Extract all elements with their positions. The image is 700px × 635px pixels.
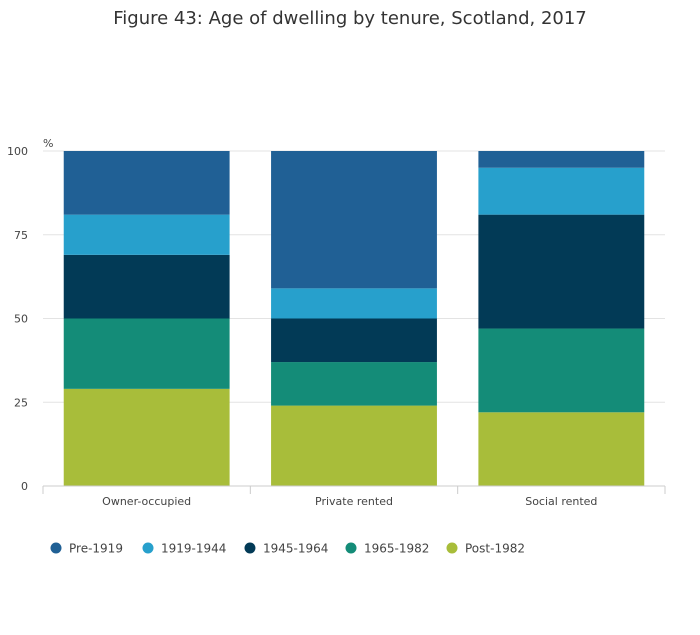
legend-swatch — [50, 542, 62, 554]
legend-swatch — [446, 542, 458, 554]
bar-segment — [63, 214, 230, 255]
bar-segment — [63, 254, 230, 319]
bar-segment — [478, 214, 645, 329]
y-tick-label: 50 — [14, 313, 28, 326]
legend-swatch — [345, 542, 357, 554]
axes: 0 25 50 75 100 Owner-occupied Private rented So… — [7, 145, 666, 508]
bar-segment — [478, 328, 645, 413]
y-tick-label: 25 — [14, 396, 28, 409]
bar-segment — [271, 151, 437, 289]
bar-segment — [271, 362, 437, 406]
bar-segment — [271, 288, 437, 319]
bar-segment — [478, 167, 645, 215]
x-category-label: Private rented — [315, 495, 393, 508]
y-axis-unit-label: % — [43, 137, 53, 150]
y-tick-label: 100 — [7, 145, 28, 158]
legend-swatch — [142, 542, 154, 554]
bar-segment — [63, 151, 230, 215]
bars — [63, 151, 645, 486]
x-category-label: Owner-occupied — [102, 495, 191, 508]
bar-segment — [478, 151, 645, 168]
bar-segment — [63, 388, 230, 486]
legend-item-label: 1919-1944 — [161, 542, 226, 556]
bar-segment — [271, 318, 437, 363]
y-tick-label: 0 — [21, 480, 28, 493]
legend-item-label: Pre-1919 — [69, 542, 123, 556]
y-tick-label: 75 — [14, 229, 28, 242]
legend-swatch — [244, 542, 256, 554]
legend-item-label: 1965-1982 — [364, 542, 429, 556]
x-category-label: Social rented — [525, 495, 597, 508]
bar-segment — [63, 318, 230, 389]
legend: Pre-1919 1919-1944 1945-1964 1965-1982 Post-… — [50, 542, 525, 556]
legend-item-label: 1945-1964 — [263, 542, 328, 556]
chart-title: Figure 43: Age of dwelling by tenure, Sc… — [113, 8, 587, 29]
bar-segment — [478, 412, 645, 486]
bar-segment — [271, 405, 437, 486]
legend-item-label: Post-1982 — [465, 542, 525, 556]
